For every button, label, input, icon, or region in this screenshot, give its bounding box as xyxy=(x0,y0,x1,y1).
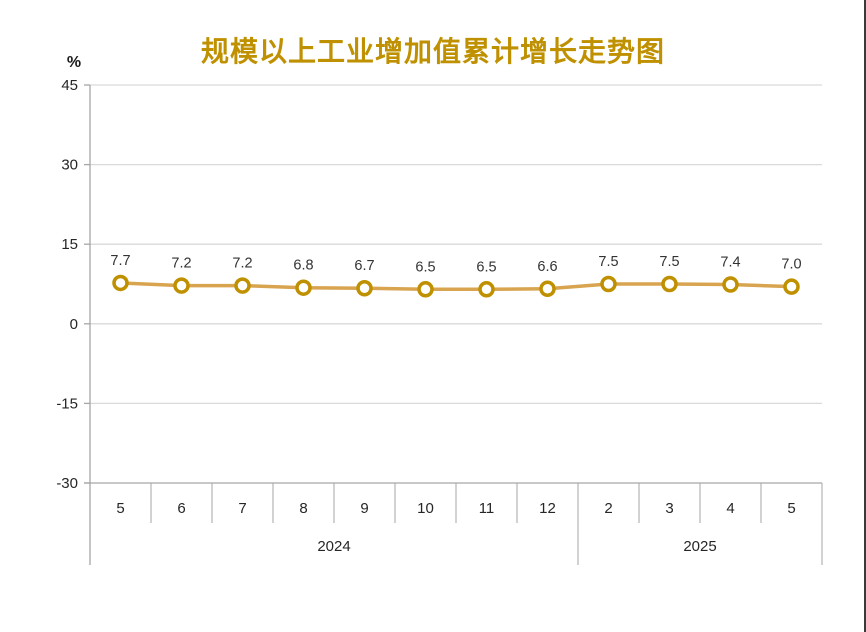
x-axis-year-label: 2024 xyxy=(317,538,350,555)
x-axis-month-label: 11 xyxy=(479,500,495,517)
data-point-marker xyxy=(661,275,678,293)
y-axis-tick-label: 45 xyxy=(61,77,78,94)
x-axis-month-label: 5 xyxy=(787,500,795,517)
x-axis-month-label: 10 xyxy=(417,500,434,517)
x-axis-month-label: 2 xyxy=(604,500,612,517)
y-axis-tick-label: -30 xyxy=(56,475,78,492)
y-axis-tick-label: 15 xyxy=(61,236,78,253)
data-point-marker xyxy=(112,274,129,292)
y-axis-tick-label: 30 xyxy=(61,157,78,174)
data-point-label: 7.4 xyxy=(720,255,740,271)
window-right-edge xyxy=(864,0,866,632)
data-point-marker xyxy=(234,277,251,294)
x-axis-month-label: 9 xyxy=(360,500,368,517)
y-axis-tick-label: 0 xyxy=(70,316,78,333)
data-point-label: 6.8 xyxy=(293,258,313,274)
data-point-marker xyxy=(478,281,495,298)
x-axis-month-label: 5 xyxy=(116,500,124,517)
data-point-label: 6.7 xyxy=(354,258,374,274)
chart-title: 规模以上工业增加值累计增长走势图 xyxy=(200,36,665,67)
data-point-marker xyxy=(539,280,556,298)
data-line xyxy=(118,281,794,292)
data-point-label: 7.5 xyxy=(598,254,618,270)
data-point-marker xyxy=(295,279,312,296)
data-point-label: 6.5 xyxy=(476,259,496,275)
data-point-label: 7.2 xyxy=(171,256,191,272)
x-axis-month-label: 3 xyxy=(665,500,673,517)
x-axis-year-label: 2025 xyxy=(683,538,716,555)
data-point-marker xyxy=(783,278,800,295)
x-axis-month-label: 6 xyxy=(177,500,185,517)
data-point-label: 7.5 xyxy=(659,254,679,270)
data-point-marker xyxy=(417,281,434,298)
data-point-label: 6.6 xyxy=(537,259,557,275)
data-point-marker xyxy=(600,275,617,293)
data-point-marker xyxy=(173,277,190,294)
x-axis-month-label: 4 xyxy=(726,500,734,517)
data-point-label: 7.0 xyxy=(781,257,801,273)
data-point-label: 7.7 xyxy=(110,253,130,269)
data-point-label: 6.5 xyxy=(415,259,435,275)
data-point-marker xyxy=(356,279,373,297)
data-point-marker xyxy=(722,276,739,293)
y-axis-tick-label: -15 xyxy=(56,395,78,412)
data-point-label: 7.2 xyxy=(232,256,252,272)
x-axis-month-label: 7 xyxy=(238,500,246,517)
x-axis-month-label: 12 xyxy=(539,500,556,517)
x-axis-month-label: 8 xyxy=(299,500,307,517)
y-axis-unit-label: % xyxy=(66,54,82,71)
